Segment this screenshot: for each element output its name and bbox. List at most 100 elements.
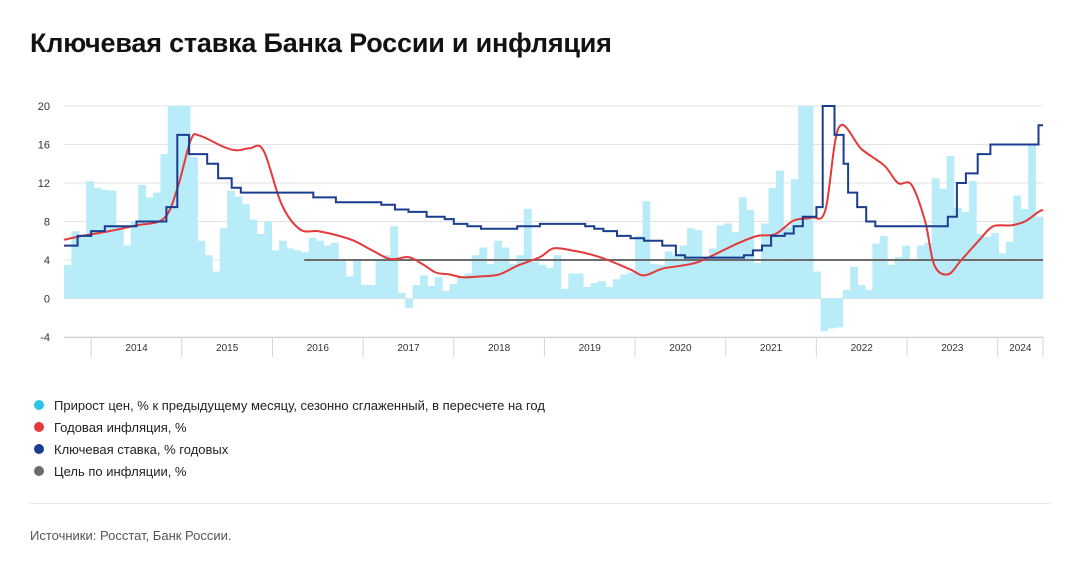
growth-bar	[368, 285, 376, 299]
growth-bar	[234, 196, 243, 299]
x-tick-label: 2019	[579, 343, 602, 354]
y-tick-label: -4	[40, 332, 50, 344]
x-tick-label: 2024	[1009, 343, 1032, 354]
growth-bar	[501, 247, 510, 299]
growth-bar	[204, 255, 213, 299]
growth-bar	[353, 260, 362, 299]
legend-dot	[34, 400, 44, 410]
growth-bar	[916, 245, 925, 299]
growth-bar	[64, 264, 72, 299]
growth-bar	[560, 288, 569, 299]
x-axis: 2014 2015 2016 2017 2018 2019 2020 2021 2022 2023…	[64, 337, 1044, 357]
growth-bar	[101, 189, 109, 299]
growth-bar	[412, 285, 421, 299]
growth-bar	[731, 232, 740, 299]
growth-bar	[123, 245, 132, 299]
growth-bar	[264, 221, 273, 299]
growth-bar	[167, 106, 176, 299]
growth-bar	[286, 248, 295, 299]
growth-bar	[78, 235, 87, 299]
growth-bar	[360, 285, 369, 299]
growth-bar	[71, 231, 80, 299]
growth-bar	[249, 219, 258, 299]
growth-bar	[182, 106, 191, 299]
legend-dot	[34, 466, 44, 476]
growth-bar	[145, 197, 154, 299]
growth-bar	[345, 276, 354, 299]
x-tick-label: 2023	[941, 343, 964, 354]
legend-dot	[34, 444, 44, 454]
growth-bar	[753, 262, 762, 299]
chart-plot: -4 0 4 8 12 16 20 2014 2015 2016 2017 2018 2019 2020…	[38, 101, 1044, 357]
growth-bar	[620, 274, 629, 299]
growth-bar	[160, 154, 169, 299]
growth-bar	[783, 227, 792, 299]
growth-bar	[894, 257, 903, 299]
annual-inflation-line	[63, 123, 1044, 279]
growth-bar	[516, 255, 525, 299]
growth-bar	[464, 273, 473, 299]
growth-bar	[790, 179, 799, 299]
growth-bar	[434, 277, 443, 299]
growth-bar	[227, 190, 235, 299]
growth-bar	[827, 298, 836, 329]
growth-bar	[709, 248, 718, 299]
legend-label: Годовая инфляция, %	[54, 419, 187, 435]
growth-bar	[657, 264, 666, 299]
growth-bar	[983, 236, 992, 299]
growth-bar	[872, 243, 881, 299]
growth-bar	[598, 281, 606, 299]
growth-bar	[279, 240, 287, 299]
growth-bar	[1013, 195, 1022, 299]
growth-bar	[486, 263, 495, 299]
y-axis-ticks: -4 0 4 8 12 16 20	[38, 101, 50, 344]
growth-bar	[738, 197, 747, 299]
growth-bar	[442, 290, 451, 299]
chart-title: Ключевая ставка Банка России и инфляция	[30, 28, 612, 58]
growth-bar	[991, 233, 999, 299]
growth-bar	[820, 298, 829, 332]
footer-divider	[30, 503, 1050, 504]
y-tick-label: 12	[38, 178, 50, 190]
growth-bar	[998, 253, 1007, 299]
legend-label: Прирост цен, % к предыдущему месяцу, сез…	[54, 397, 545, 413]
legend-item-inflation-target: Цель по инфляции, %	[34, 460, 545, 482]
growth-bar	[375, 260, 384, 299]
x-tick-label: 2017	[397, 343, 420, 354]
x-tick-label: 2020	[669, 343, 692, 354]
growth-bar	[293, 250, 302, 299]
growth-bar	[338, 260, 347, 299]
growth-bar	[212, 271, 221, 299]
growth-bar	[805, 106, 814, 299]
growth-bar	[323, 245, 332, 299]
x-tick-label: 2018	[488, 343, 511, 354]
x-tick-label: 2015	[216, 343, 239, 354]
growth-bar	[553, 255, 562, 299]
growth-bar	[954, 208, 962, 299]
growth-bar	[813, 271, 821, 299]
y-tick-label: 4	[44, 255, 50, 267]
growth-bar	[716, 225, 725, 299]
growth-bar	[130, 221, 139, 299]
growth-bar	[857, 285, 866, 299]
growth-bar	[835, 298, 844, 328]
source-note: Источники: Росстат, Банк России.	[30, 528, 232, 543]
growth-bar	[946, 156, 955, 299]
legend-item-monthly-growth: Прирост цен, % к предыдущему месяцу, сез…	[34, 394, 545, 416]
legend-label: Ключевая ставка, % годовых	[54, 441, 229, 457]
growth-bar	[397, 292, 406, 299]
growth-bar	[649, 263, 658, 299]
growth-bar	[642, 201, 651, 299]
growth-bar	[612, 279, 621, 299]
growth-bar	[1028, 144, 1036, 299]
growth-bar	[879, 235, 888, 299]
growth-bar	[1020, 208, 1029, 299]
growth-bar	[768, 187, 777, 299]
growth-bar	[575, 273, 584, 299]
growth-bar	[108, 190, 117, 299]
growth-bar	[605, 286, 614, 299]
x-tick-label: 2016	[307, 343, 330, 354]
growth-bar	[546, 267, 554, 299]
legend: Прирост цен, % к предыдущему месяцу, сез…	[34, 394, 545, 482]
legend-item-key-rate: Ключевая ставка, % годовых	[34, 438, 545, 460]
